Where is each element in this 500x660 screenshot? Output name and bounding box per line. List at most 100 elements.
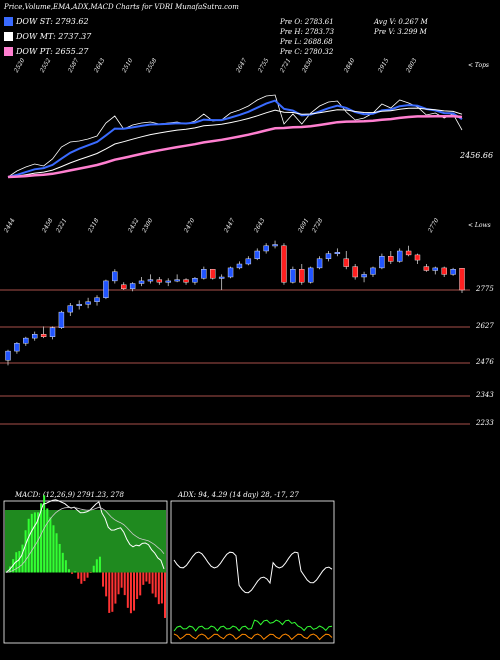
lows-label: < Lows — [468, 222, 491, 229]
macd-hist-19 — [64, 560, 67, 573]
candle-32 — [290, 269, 296, 283]
candle-0 — [5, 350, 11, 361]
macd-panel — [3, 495, 168, 644]
candle-38 — [343, 258, 349, 267]
macd-hist-34 — [111, 572, 114, 612]
candle-5 — [49, 327, 56, 338]
macd-hist-36 — [117, 572, 120, 595]
macd-hist-32 — [105, 572, 108, 597]
dow-st-line — [7, 99, 463, 178]
candle-51 — [459, 268, 465, 291]
candle-26 — [236, 263, 243, 269]
candle-46 — [414, 254, 421, 261]
macd-hist-50 — [160, 572, 163, 604]
macd-line — [5, 499, 165, 573]
macd-hist-44 — [142, 572, 145, 585]
level-label-2: 2476 — [476, 358, 494, 366]
macd-hist-33 — [108, 572, 111, 613]
candle-31 — [281, 245, 287, 283]
candle-1 — [14, 343, 20, 352]
macd-title: MACD: (12,26,9) 2791.23, 278 — [15, 491, 124, 499]
candle-11 — [103, 280, 109, 298]
candle-4 — [40, 334, 47, 338]
candle-49 — [441, 267, 447, 275]
prev-volume: Pre V: 3.299 M — [374, 28, 427, 36]
macd-hist-18 — [61, 552, 64, 573]
macd-hist-6 — [24, 530, 27, 573]
macd-hist-10 — [36, 512, 39, 573]
macd-hist-23 — [77, 572, 80, 579]
candle-18 — [165, 280, 171, 283]
candle-2 — [23, 337, 29, 344]
macd-hist-22 — [74, 571, 77, 573]
macd-hist-43 — [139, 572, 142, 596]
macd-hist-13 — [46, 508, 49, 573]
macd-hist-41 — [133, 572, 136, 611]
macd-hist-25 — [83, 572, 86, 582]
candle-3 — [32, 334, 38, 339]
macd-hist-29 — [95, 559, 98, 573]
macd-hist-35 — [114, 572, 117, 604]
candle-42 — [379, 256, 385, 269]
candle-10 — [94, 297, 100, 302]
macd-hist-4 — [18, 551, 21, 573]
signal-line — [5, 506, 165, 573]
level-label-1: 2627 — [476, 322, 494, 330]
candle-15 — [138, 280, 145, 284]
candle-33 — [299, 269, 305, 283]
macd-hist-21 — [71, 572, 74, 574]
prev-high: Pre H: 2783.73 — [280, 28, 335, 36]
candle-20 — [183, 279, 189, 283]
candle-17 — [156, 279, 163, 283]
macd-hist-14 — [49, 517, 52, 573]
ema-last-value: 2456.66 — [460, 151, 494, 160]
macd-hist-47 — [151, 572, 154, 594]
macd-hist-16 — [55, 533, 58, 573]
macd-hist-7 — [27, 518, 30, 573]
macd-hist-28 — [92, 565, 95, 573]
candle-47 — [423, 266, 430, 271]
candle-37 — [334, 252, 341, 255]
chart-title: Price,Volume,EMA,ADX,MACD Charts for VDR… — [4, 3, 239, 11]
macd-hist-15 — [52, 525, 55, 573]
prev-close: Pre C: 2780.32 — [280, 48, 334, 56]
macd-hist-39 — [126, 572, 129, 608]
candle-35 — [316, 258, 323, 269]
macd-hist-31 — [102, 572, 105, 587]
legend-swatch-mt — [4, 32, 13, 41]
candle-40 — [361, 274, 367, 278]
candle-34 — [307, 267, 314, 283]
avg-volume: Avg V: 0.267 M — [374, 18, 428, 26]
candle-12 — [112, 271, 118, 282]
macd-hist-12 — [43, 495, 46, 573]
macd-hist-37 — [120, 572, 123, 588]
macd-hist-26 — [86, 572, 89, 578]
candle-6 — [58, 311, 65, 328]
dow-pt-line — [7, 114, 463, 179]
level-label-0: 2775 — [476, 285, 494, 293]
legend-st: DOW ST: 2793.62 — [16, 17, 89, 26]
candle-48 — [432, 267, 438, 271]
macd-hist-3 — [15, 552, 18, 573]
adx-line — [173, 551, 333, 594]
prev-low: Pre L: 2688.68 — [280, 38, 333, 46]
candle-23 — [210, 269, 216, 279]
macd-hist-51 — [164, 572, 166, 618]
macd-hist-5 — [21, 544, 24, 573]
ema-panel — [7, 94, 463, 179]
macd-hist-46 — [148, 572, 151, 584]
candle-14 — [129, 283, 136, 289]
candle-50 — [450, 269, 456, 275]
candle-43 — [388, 256, 394, 262]
macd-hist-45 — [145, 572, 148, 582]
candle-28 — [254, 250, 260, 260]
macd-hist-40 — [129, 572, 132, 614]
adx-panel — [170, 500, 335, 644]
candle-21 — [192, 278, 198, 283]
candle-24 — [218, 276, 225, 279]
candle-22 — [201, 269, 207, 279]
macd-hist-42 — [136, 572, 139, 600]
legend-mt: DOW MT: 2737.37 — [16, 32, 92, 41]
